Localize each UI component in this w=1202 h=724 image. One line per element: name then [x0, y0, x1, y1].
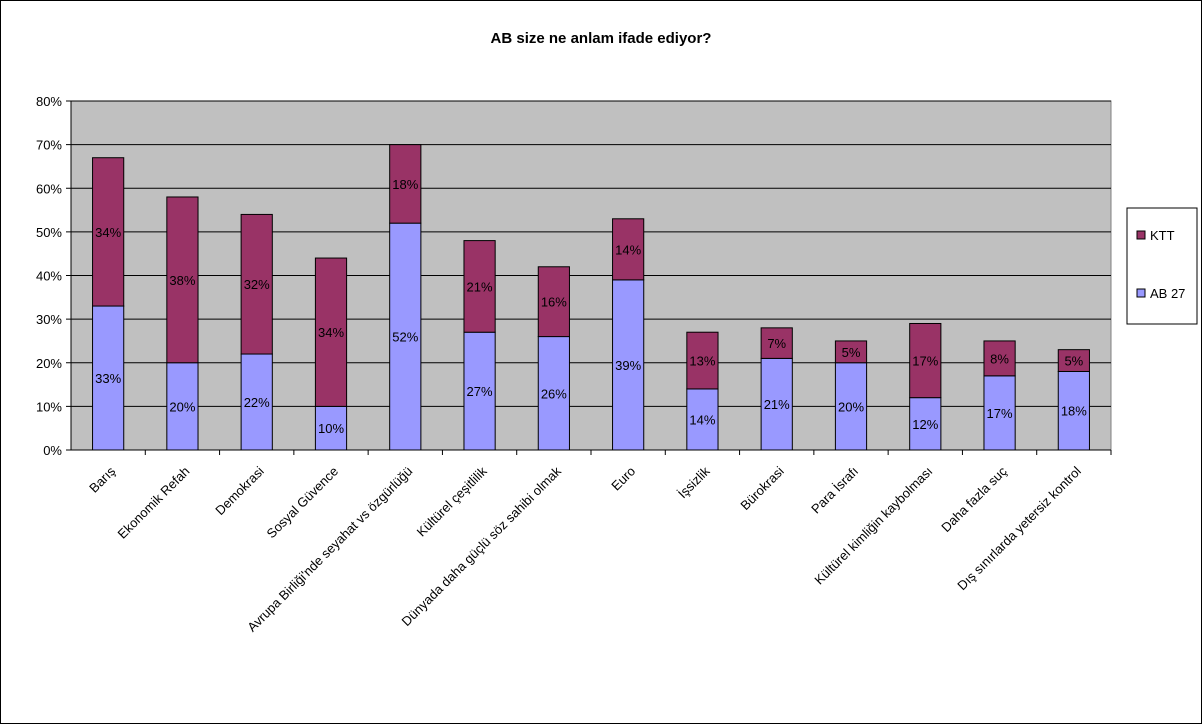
- bar-ktt: [612, 218, 645, 281]
- y-tick-label: 50%: [36, 225, 62, 240]
- bar-ktt: [166, 196, 199, 364]
- bar-ktt: [686, 331, 719, 390]
- bar-ktt: [463, 240, 496, 333]
- data-label-ktt: 32%: [244, 277, 270, 292]
- data-label-ab27: 18%: [1061, 404, 1087, 419]
- bar-ktt: [983, 340, 1016, 377]
- bar-ktt: [92, 157, 125, 307]
- data-label-ktt: 17%: [912, 354, 938, 369]
- data-label-ab27: 27%: [467, 384, 493, 399]
- bar-ktt: [314, 257, 348, 407]
- bar-ktt: [537, 266, 570, 338]
- y-tick-label: 10%: [36, 399, 62, 414]
- data-label-ktt: 5%: [842, 345, 861, 360]
- bar-ktt: [240, 213, 273, 355]
- data-label-ab27: 10%: [318, 421, 344, 436]
- data-label-ktt: 8%: [990, 351, 1009, 366]
- data-label-ktt: 38%: [169, 273, 195, 288]
- bar-ktt: [389, 144, 422, 224]
- bar-ab27: [537, 336, 570, 451]
- data-label-ab27: 22%: [244, 395, 270, 410]
- data-label-ab27: 39%: [615, 358, 641, 373]
- legend-box: [1126, 207, 1198, 325]
- data-label-ktt: 21%: [467, 279, 493, 294]
- bar-ktt: [1057, 349, 1090, 372]
- legend-swatch-ab27: [1136, 288, 1146, 298]
- bar-ab27: [240, 353, 273, 451]
- legend-label-ab27: AB 27: [1150, 286, 1185, 301]
- data-label-ktt: 18%: [392, 177, 418, 192]
- data-label-ab27: 14%: [689, 412, 715, 427]
- chart-title: AB size ne anlam ifade ediyor?: [491, 30, 712, 47]
- bar-ab27: [612, 279, 645, 451]
- y-tick-label: 0%: [43, 443, 62, 458]
- data-label-ktt: 5%: [1064, 354, 1083, 369]
- bar-ktt: [834, 340, 868, 364]
- data-label-ab27: 17%: [987, 406, 1013, 421]
- bar-ab27: [166, 362, 199, 451]
- y-tick-label: 30%: [36, 312, 62, 327]
- data-label-ab27: 52%: [392, 330, 418, 345]
- bar-ab27: [1057, 370, 1090, 451]
- y-tick-label: 20%: [36, 356, 62, 371]
- data-label-ktt: 7%: [767, 336, 786, 351]
- y-tick-label: 80%: [36, 94, 62, 109]
- bar-ab27: [909, 397, 942, 451]
- data-label-ktt: 34%: [95, 225, 121, 240]
- data-label-ab27: 12%: [912, 417, 938, 432]
- data-label-ab27: 33%: [95, 371, 121, 386]
- y-tick-label: 40%: [36, 269, 62, 284]
- data-label-ab27: 20%: [169, 399, 195, 414]
- data-labels: 33% 34% 20% 38% 22% 32% 10% 34% 52% 18% 27% 21% 26% 1…: [95, 177, 1087, 436]
- bar-ktt: [760, 327, 793, 359]
- data-label-ab27: 26%: [541, 386, 567, 401]
- bar-ktt: [909, 322, 942, 399]
- bars: [92, 144, 1090, 451]
- legend-swatch-ktt: [1136, 230, 1146, 240]
- bar-ab27: [389, 222, 422, 451]
- data-label-ab27: 20%: [838, 399, 864, 414]
- legend-label-ktt: KTT: [1150, 228, 1175, 243]
- bar-ab27: [314, 405, 348, 451]
- data-label-ktt: 14%: [615, 242, 641, 257]
- legend: KTT AB 27: [1126, 207, 1198, 325]
- data-label-ab27: 21%: [764, 397, 790, 412]
- y-tick-label: 60%: [36, 181, 62, 196]
- y-axis: 0% 10% 20% 30% 40% 50% 60% 70% 80%: [36, 94, 72, 458]
- data-label-ktt: 16%: [541, 295, 567, 310]
- data-label-ktt: 13%: [689, 354, 715, 369]
- data-label-ktt: 34%: [318, 325, 344, 340]
- y-tick-label: 70%: [36, 138, 62, 153]
